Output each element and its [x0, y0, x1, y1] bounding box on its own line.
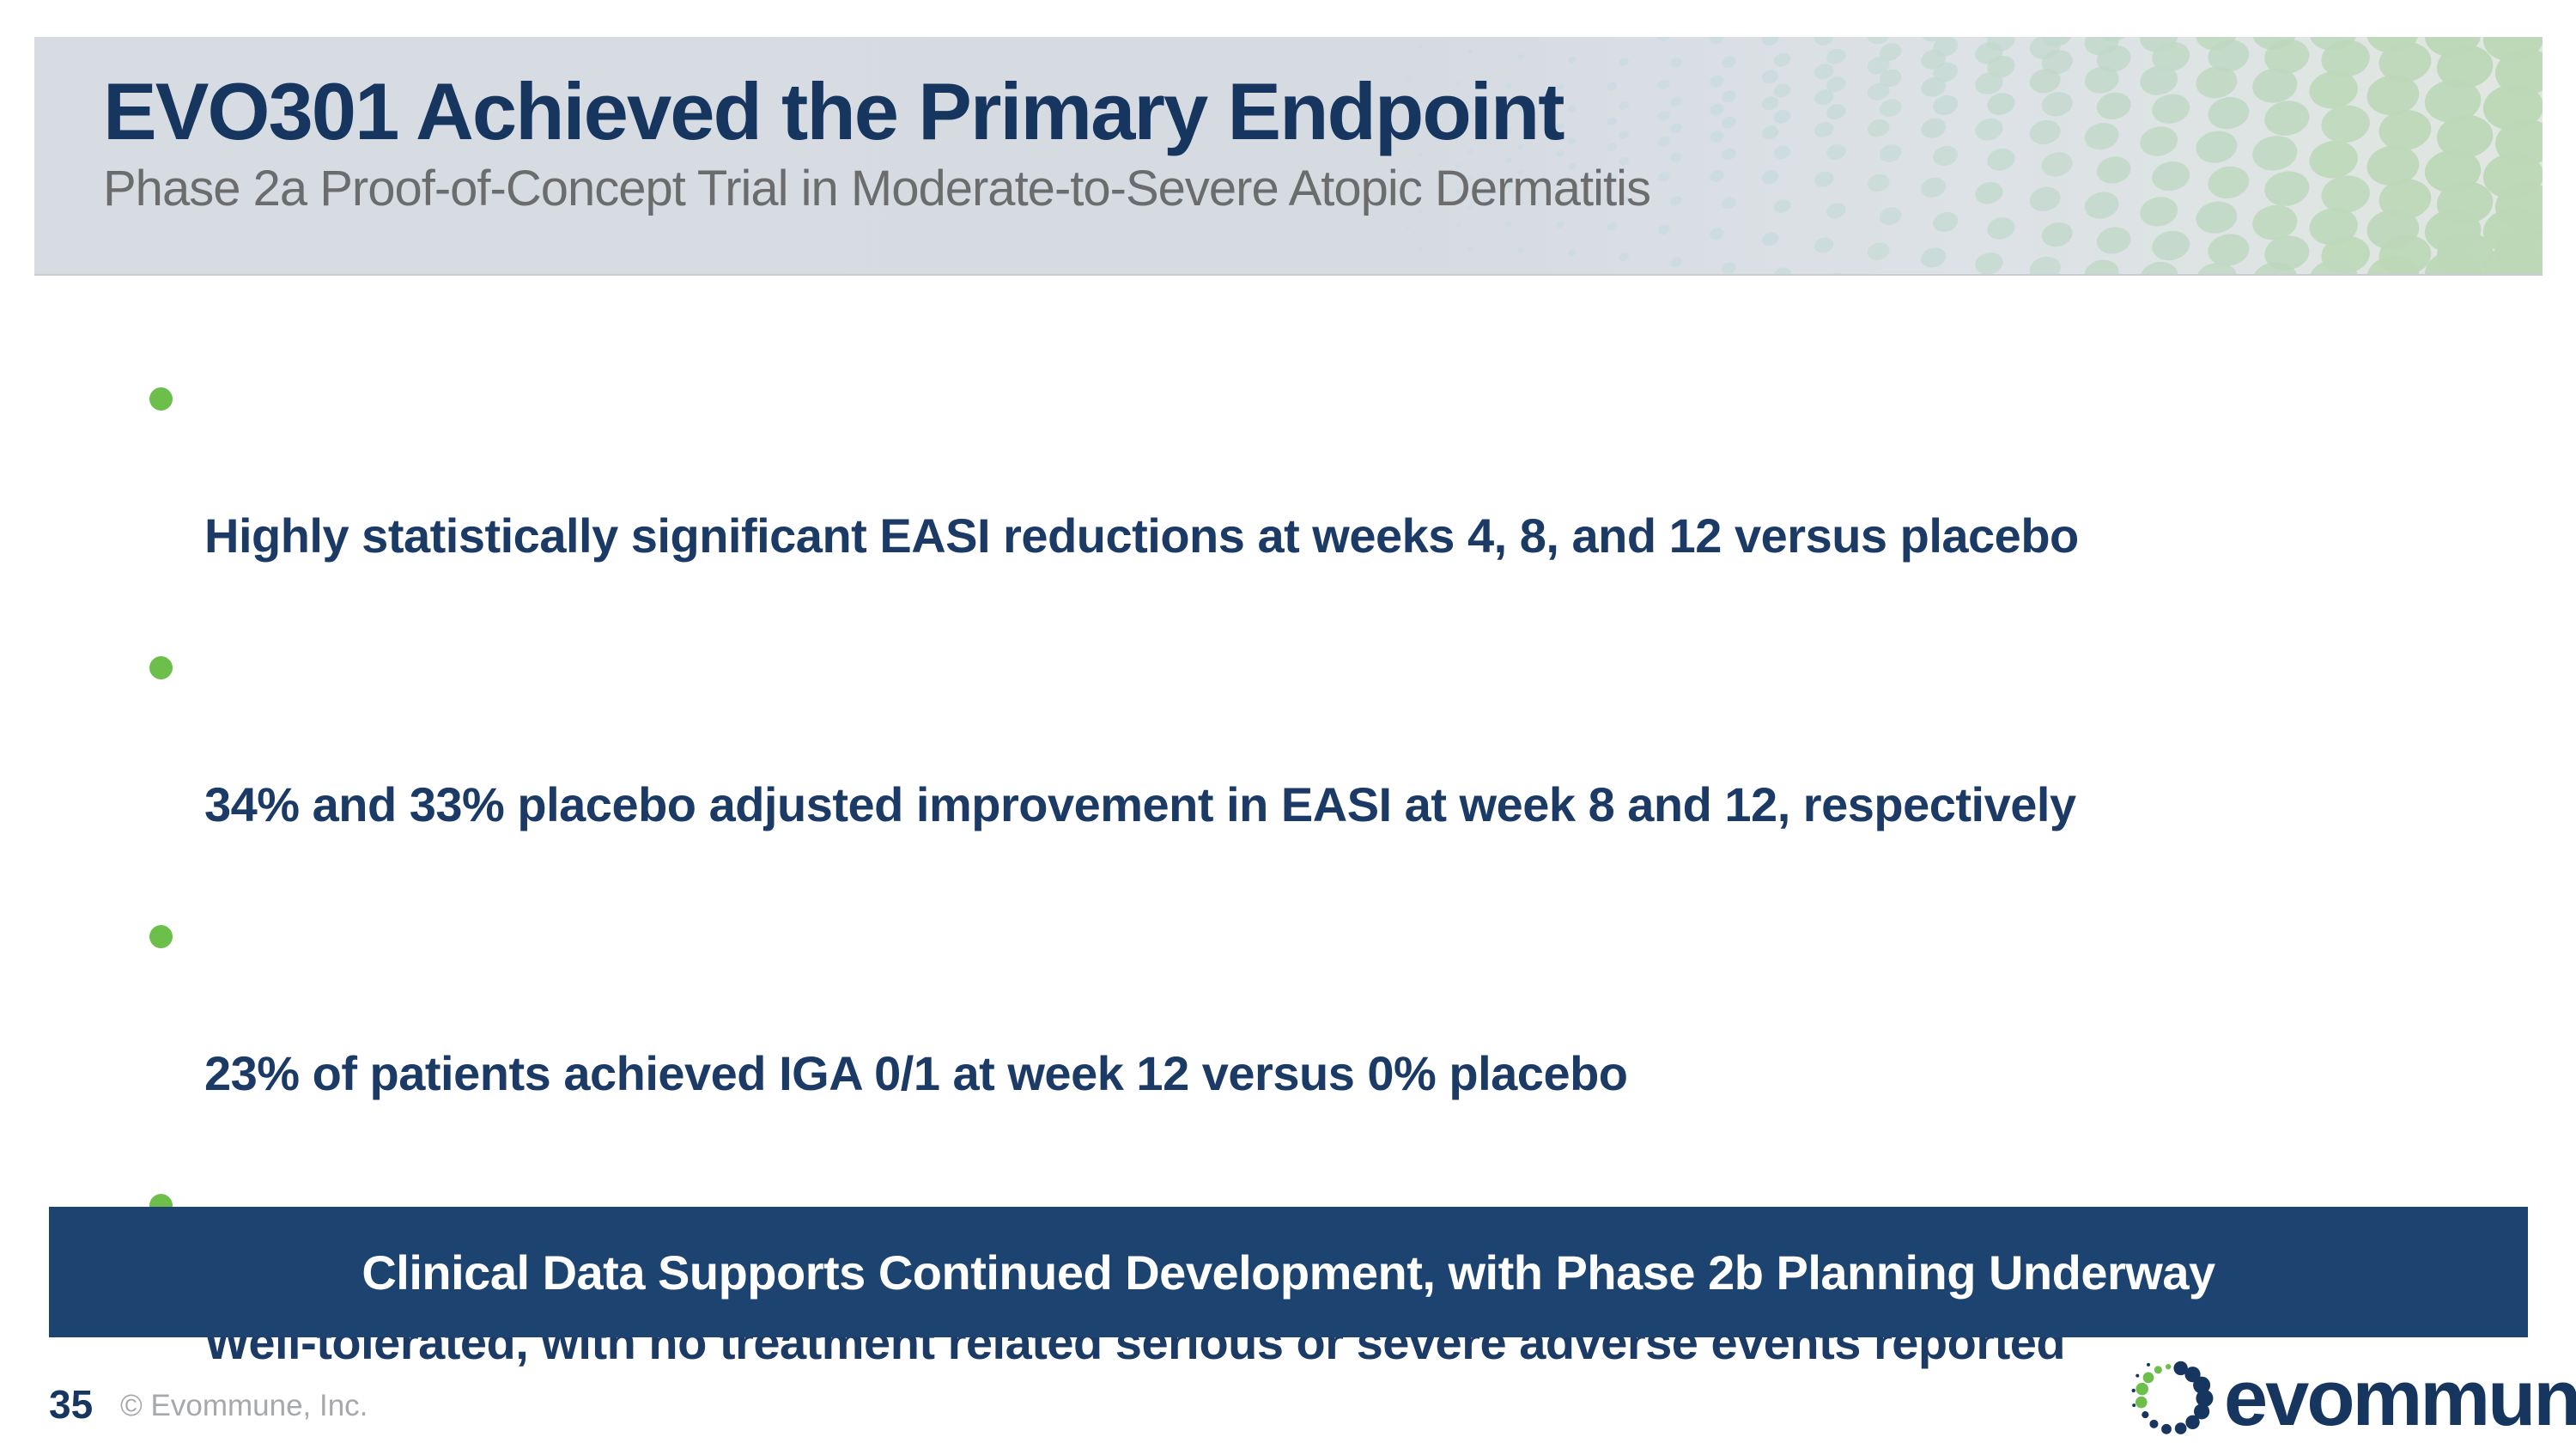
list-item: Highly statistically significant EASI re… [146, 364, 2473, 570]
page-subtitle: Phase 2a Proof-of-Concept Trial in Moder… [103, 160, 1651, 216]
conclusion-banner-text: Clinical Data Supports Continued Develop… [361, 1245, 2215, 1300]
list-item-text: 23% of patients achieved IGA 0/1 at week… [204, 1046, 1628, 1100]
list-item: 23% of patients achieved IGA 0/1 at week… [146, 902, 2473, 1108]
bullet-dot-icon [149, 387, 173, 411]
header-text-block: EVO301 Achieved the Primary Endpoint Pha… [103, 66, 1651, 217]
list-item: 34% and 33% placebo adjusted improvement… [146, 633, 2473, 839]
list-item-text: 34% and 33% placebo adjusted improvement… [204, 777, 2076, 831]
page-number: 35 [49, 1382, 94, 1427]
evommune-logo: evommune [2131, 1355, 2576, 1441]
evommune-dot-ring-icon [2131, 1361, 2214, 1434]
bullet-dot-icon [149, 656, 173, 679]
header-band: EVO301 Achieved the Primary Endpoint Pha… [34, 37, 2543, 276]
page-title: EVO301 Achieved the Primary Endpoint [103, 66, 1565, 156]
evommune-wordmark: evommune [2224, 1355, 2576, 1442]
conclusion-banner: Clinical Data Supports Continued Develop… [49, 1207, 2528, 1337]
list-item-text: Highly statistically significant EASI re… [204, 508, 2079, 563]
list-item: Corresponding reductions in secondary en… [146, 1440, 2473, 1449]
halftone-dot-pattern [1406, 37, 2543, 274]
bullet-dot-icon [149, 925, 173, 948]
copyright-text: © Evommune, Inc. [120, 1389, 368, 1422]
